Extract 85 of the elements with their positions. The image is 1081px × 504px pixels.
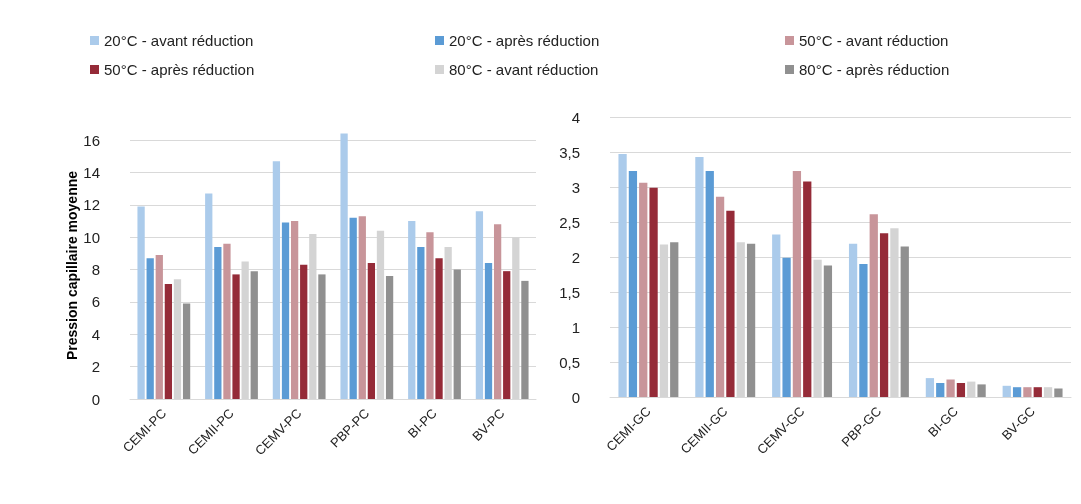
y-tick-label: 8: [91, 261, 100, 279]
bar: [290, 221, 299, 399]
bar: [435, 258, 443, 399]
bar: [639, 182, 648, 397]
bar: [503, 271, 511, 399]
bar: [859, 264, 868, 397]
bar: [205, 193, 213, 399]
bar: [426, 232, 434, 399]
bar: [618, 154, 627, 397]
y-tick-label: 14: [83, 163, 100, 181]
bar: [164, 284, 173, 399]
legend-label: 50°C - avant réduction: [799, 32, 949, 49]
bar: [956, 383, 966, 397]
bar: [272, 161, 281, 399]
bar: [1054, 388, 1063, 397]
bar: [340, 133, 348, 399]
bar: [649, 187, 658, 397]
bar: [925, 378, 935, 397]
bar: [726, 210, 735, 397]
bar: [137, 206, 145, 399]
bar: [453, 269, 461, 399]
bar: [223, 243, 231, 399]
bar: [1033, 387, 1042, 397]
bar: [823, 265, 833, 397]
y-tick-label: 1: [571, 318, 580, 336]
bar: [782, 257, 791, 397]
y-tick-label: 1,5: [559, 283, 580, 301]
y-tick-label: 12: [83, 196, 100, 214]
bar: [367, 263, 376, 399]
bar: [250, 271, 258, 399]
bar: [417, 246, 425, 399]
legend-label: 20°C - après réduction: [449, 32, 600, 49]
y-tick-label: 3: [571, 178, 580, 196]
legend-label: 20°C - avant réduction: [104, 32, 254, 49]
bar: [869, 214, 878, 397]
bar: [946, 379, 955, 397]
bar: [155, 254, 163, 399]
bar: [182, 303, 191, 399]
bar: [385, 276, 394, 399]
legend-label: 80°C - avant réduction: [449, 61, 599, 78]
bar: [695, 156, 704, 397]
bar: [349, 217, 357, 399]
bar: [705, 170, 714, 397]
y-tick-label: 16: [83, 131, 100, 149]
y-tick-label: 6: [91, 293, 100, 311]
bar: [715, 196, 725, 397]
bar: [408, 221, 416, 399]
bar: [900, 246, 909, 397]
bar: [281, 222, 290, 399]
bar: [936, 383, 945, 397]
bar: [521, 280, 529, 399]
bar: [772, 234, 781, 397]
bar: [792, 170, 802, 397]
bar: [232, 274, 240, 399]
legend-label: 50°C - après réduction: [104, 61, 255, 78]
bar: [300, 264, 308, 399]
bar: [1023, 387, 1032, 397]
y-tick-label: 4: [571, 108, 580, 126]
y-tick-label: 0: [91, 390, 100, 408]
bar: [475, 211, 484, 399]
y-tick-label: 0: [571, 388, 580, 406]
bar: [977, 384, 986, 397]
bar: [1002, 385, 1011, 397]
legend-label: 80°C - après réduction: [799, 61, 950, 78]
y-tick-label: 2: [91, 358, 100, 376]
bar: [670, 242, 679, 397]
y-tick-label: 0,5: [559, 353, 580, 371]
bar: [146, 258, 154, 399]
bar: [358, 216, 366, 399]
y-tick-label: 10: [83, 228, 100, 246]
y-tick-label: 4: [91, 325, 100, 343]
bar: [493, 224, 502, 399]
y-tick-label: 2,5: [559, 213, 580, 231]
bar: [318, 274, 326, 399]
bar: [848, 243, 858, 397]
bar: [484, 263, 493, 399]
bar: [879, 233, 889, 397]
y-axis-title: Pression capillaire moyenne: [64, 170, 81, 361]
bar: [803, 181, 812, 397]
y-tick-label: 2: [571, 248, 580, 266]
bar: [628, 170, 638, 397]
bar: [1012, 387, 1022, 397]
bar: [746, 243, 756, 397]
y-tick-label: 3,5: [559, 143, 580, 161]
bar: [214, 246, 222, 399]
